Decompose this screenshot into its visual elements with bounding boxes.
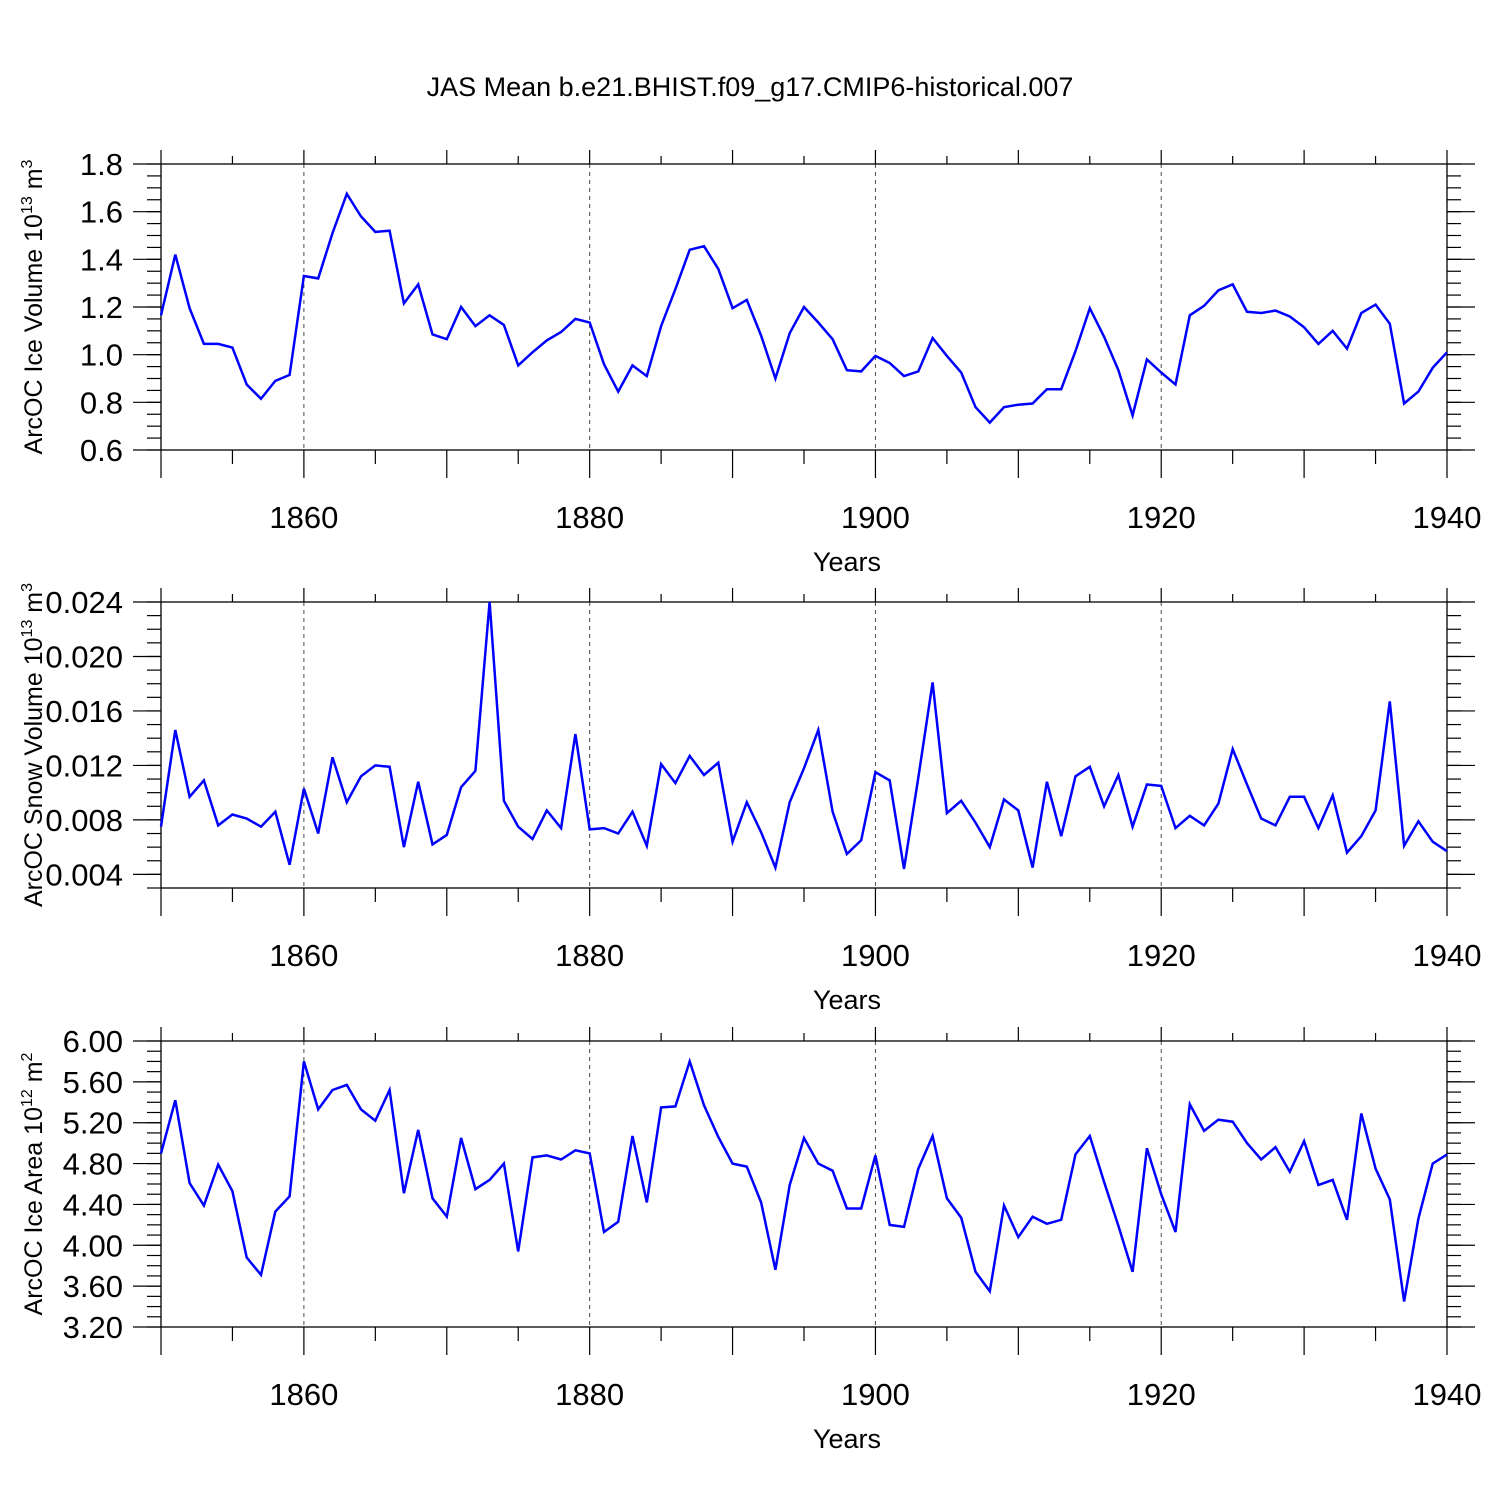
x-tick-label: 1860 xyxy=(269,938,338,973)
y-tick-label: 3.60 xyxy=(63,1269,123,1304)
y-tick-label: 1.0 xyxy=(80,338,123,373)
x-tick-label: 1880 xyxy=(555,1377,624,1412)
y-tick-label: 5.20 xyxy=(63,1106,123,1141)
y-tick-label: 0.8 xyxy=(80,385,123,420)
x-tick-label: 1860 xyxy=(269,1377,338,1412)
y-tick-label: 1.4 xyxy=(80,242,123,277)
series-line xyxy=(159,190,1448,425)
x-tick-label: 1900 xyxy=(841,938,910,973)
y-tick-label: 0.6 xyxy=(80,433,123,468)
x-tick-label: 1920 xyxy=(1127,500,1196,535)
x-tick-label: 1860 xyxy=(269,500,338,535)
x-axis-label: Years xyxy=(813,1424,881,1454)
y-tick-label: 4.80 xyxy=(63,1147,123,1182)
chart-title: JAS Mean b.e21.BHIST.f09_g17.CMIP6-histo… xyxy=(427,72,1074,102)
y-tick-label: 0.020 xyxy=(45,639,123,674)
x-tick-label: 1920 xyxy=(1127,938,1196,973)
y-tick-label: 0.012 xyxy=(45,748,123,783)
plot-frame xyxy=(160,1040,1448,1328)
x-tick-label: 1920 xyxy=(1127,1377,1196,1412)
x-tick-label: 1940 xyxy=(1413,1377,1482,1412)
y-tick-label: 1.6 xyxy=(80,195,123,230)
y-tick-label: 4.40 xyxy=(63,1187,123,1222)
panel-2: 0.004 0.008 0.012 0.016 0.020 0.024 1860 1880 19… xyxy=(19,583,1481,1015)
y-tick-label: 5.60 xyxy=(63,1065,123,1100)
series-line xyxy=(159,601,1448,872)
y-tick-label: 0.004 xyxy=(45,857,123,892)
y-tick-label: 3.20 xyxy=(63,1310,123,1345)
panel-1: 0.6 0.8 1.0 1.2 1.4 1.6 1.8 1860 1880 1900 1920 194… xyxy=(19,147,1481,577)
series-line xyxy=(159,1057,1448,1302)
plot-frame xyxy=(160,601,1448,889)
y-tick-label: 6.00 xyxy=(63,1024,123,1059)
y-tick-label: 0.024 xyxy=(45,585,123,620)
y-tick-label: 0.008 xyxy=(45,803,123,838)
x-tick-label: 1880 xyxy=(555,938,624,973)
x-tick-label: 1900 xyxy=(841,500,910,535)
x-tick-label: 1940 xyxy=(1413,938,1482,973)
x-tick-label: 1900 xyxy=(841,1377,910,1412)
y-axis-label: ArcOC Snow Volume 1013 m3 xyxy=(19,583,48,907)
x-tick-label: 1940 xyxy=(1413,500,1482,535)
y-axis-label: ArcOC Ice Volume 1013 m3 xyxy=(19,159,48,454)
y-tick-label: 1.2 xyxy=(80,290,123,325)
x-axis-label: Years xyxy=(813,547,881,577)
y-tick-label: 0.016 xyxy=(45,694,123,729)
panel-3: 3.20 3.60 4.00 4.40 4.80 5.20 5.60 6.00 1860 1880… xyxy=(19,1024,1481,1454)
y-tick-label: 1.8 xyxy=(80,147,123,182)
x-axis-label: Years xyxy=(813,985,881,1015)
x-tick-label: 1880 xyxy=(555,500,624,535)
y-axis-label: ArcOC Ice Area 1012 m2 xyxy=(19,1052,48,1315)
y-tick-label: 4.00 xyxy=(63,1228,123,1263)
